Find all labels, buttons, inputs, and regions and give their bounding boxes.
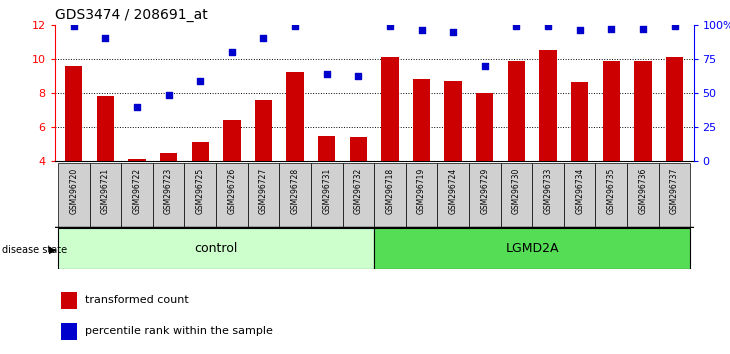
Text: GSM296731: GSM296731 [322,168,331,214]
Text: GSM296728: GSM296728 [291,168,299,214]
Bar [666,57,683,161]
Bar [469,163,501,228]
Bar [223,120,240,161]
Text: GSM296736: GSM296736 [639,168,648,215]
Bar [121,163,153,228]
Point [447,29,459,34]
Point [605,26,617,32]
Point [99,35,111,41]
Text: ▶: ▶ [49,245,56,255]
Point [321,72,333,77]
Bar [342,163,374,228]
Text: GSM296722: GSM296722 [132,168,142,214]
Text: GSM296730: GSM296730 [512,168,521,215]
Bar [571,82,588,161]
Text: GSM296723: GSM296723 [164,168,173,214]
Bar [247,163,280,228]
Bar [658,163,691,228]
Bar [437,163,469,228]
Text: disease state: disease state [2,245,67,255]
Bar [153,163,185,228]
Point [131,104,143,109]
Bar [508,61,525,161]
Bar [96,96,114,161]
Bar [160,153,177,161]
Bar [381,57,399,161]
Point [510,24,522,29]
Bar [374,163,406,228]
Text: LGMD2A: LGMD2A [505,242,559,255]
Bar [406,163,437,228]
Bar [58,163,90,228]
Bar [311,163,342,228]
Text: GSM296735: GSM296735 [607,168,616,215]
Text: GSM296729: GSM296729 [480,168,489,214]
Bar [634,61,652,161]
Bar [564,163,596,228]
Text: GSM296724: GSM296724 [449,168,458,214]
Point [479,63,491,68]
Text: GSM296725: GSM296725 [196,168,204,214]
Bar [286,73,304,161]
Text: GSM296720: GSM296720 [69,168,78,214]
Bar [539,50,557,161]
Bar [476,93,493,161]
Point [415,27,427,33]
Text: GSM296718: GSM296718 [385,168,394,214]
Bar [280,163,311,228]
Point [163,93,174,98]
Bar [532,163,564,228]
Bar [65,65,82,161]
Bar [350,137,367,161]
Bar [596,163,627,228]
Text: GSM296732: GSM296732 [354,168,363,214]
Bar [627,163,658,228]
Point [574,27,585,33]
Bar [501,163,532,228]
Bar [90,163,121,228]
Bar [445,81,462,161]
Point [669,24,680,29]
Text: GSM296734: GSM296734 [575,168,584,215]
Point [289,24,301,29]
Point [637,26,649,32]
Point [384,24,396,29]
Point [542,24,554,29]
Bar [602,61,620,161]
Bar [191,142,209,161]
Text: GSM296721: GSM296721 [101,168,110,214]
Point [226,49,238,55]
Bar [61,292,77,309]
Point [258,35,269,41]
Bar [413,79,430,161]
Bar [128,159,146,161]
Bar [61,323,77,340]
Text: GSM296726: GSM296726 [227,168,237,214]
Text: transformed count: transformed count [85,295,189,305]
Bar [374,228,691,269]
Point [353,73,364,79]
Text: GSM296737: GSM296737 [670,168,679,215]
Text: control: control [194,242,238,255]
Point [194,78,206,84]
Bar [318,136,335,161]
Bar [185,163,216,228]
Bar [58,228,374,269]
Bar [255,100,272,161]
Text: GSM296733: GSM296733 [544,168,553,215]
Text: GSM296727: GSM296727 [259,168,268,214]
Point [68,24,80,29]
Text: percentile rank within the sample: percentile rank within the sample [85,326,273,336]
Text: GDS3474 / 208691_at: GDS3474 / 208691_at [55,8,207,22]
Bar [216,163,247,228]
Text: GSM296719: GSM296719 [417,168,426,214]
